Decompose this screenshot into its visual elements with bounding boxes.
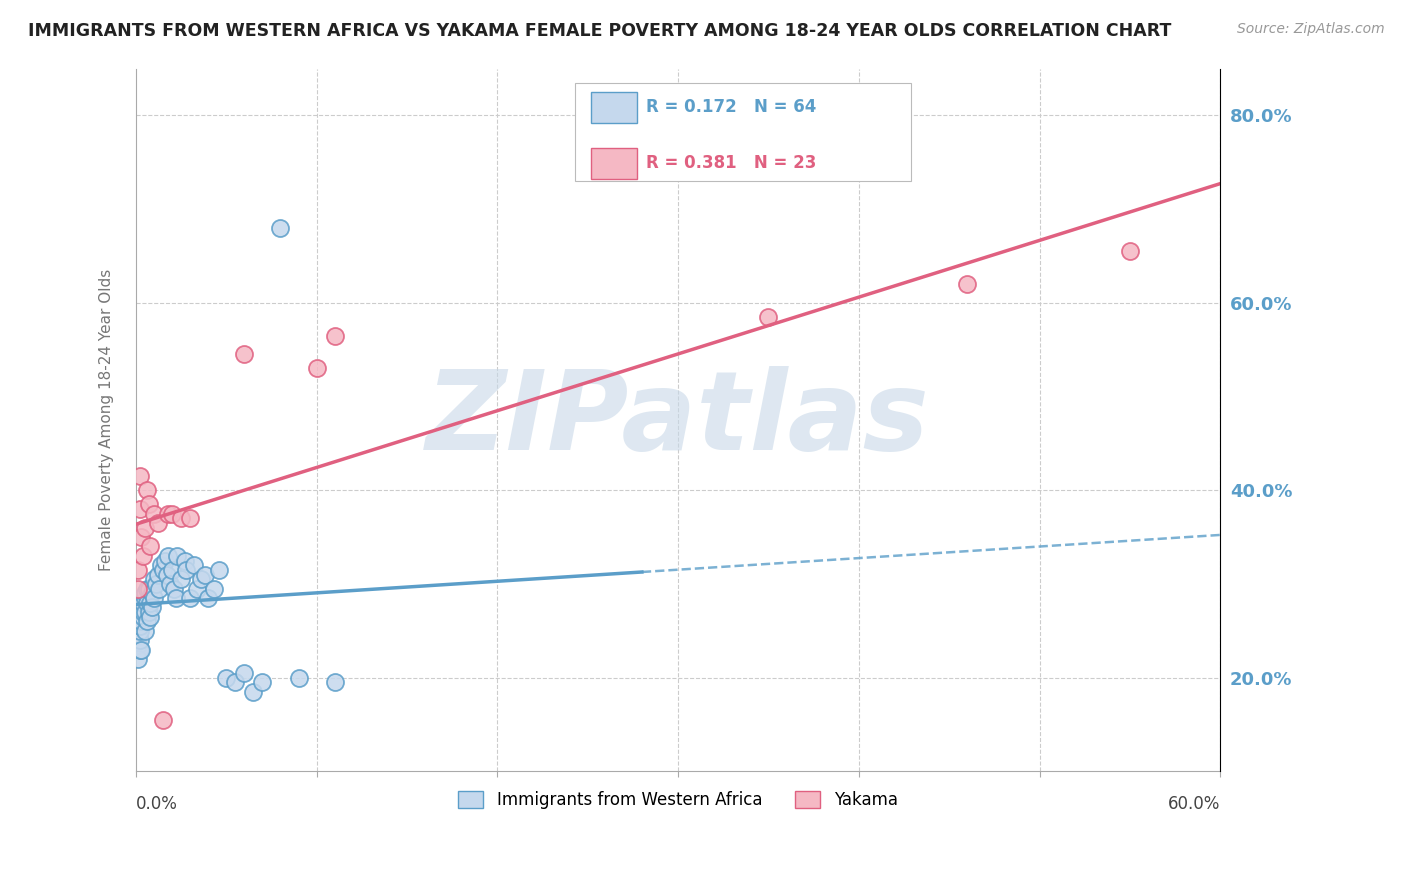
Text: R = 0.381   N = 23: R = 0.381 N = 23 <box>645 154 815 172</box>
Point <box>165 591 187 605</box>
Point <box>139 609 162 624</box>
Point <box>160 507 183 521</box>
Point <box>127 638 149 652</box>
Point <box>160 563 183 577</box>
Point <box>127 619 149 633</box>
Legend: Immigrants from Western Africa, Yakama: Immigrants from Western Africa, Yakama <box>451 784 904 816</box>
Point <box>128 633 150 648</box>
Point <box>141 600 163 615</box>
Point <box>193 567 215 582</box>
Point <box>135 582 157 596</box>
Point <box>305 361 328 376</box>
Point <box>135 596 157 610</box>
Text: IMMIGRANTS FROM WESTERN AFRICA VS YAKAMA FEMALE POVERTY AMONG 18-24 YEAR OLDS CO: IMMIGRANTS FROM WESTERN AFRICA VS YAKAMA… <box>28 22 1171 40</box>
Point <box>127 563 149 577</box>
Point <box>183 558 205 573</box>
Point <box>163 582 186 596</box>
Point <box>131 642 153 657</box>
Point <box>131 591 153 605</box>
Point <box>155 567 177 582</box>
Point <box>170 572 193 586</box>
Point <box>131 615 153 629</box>
Point <box>132 549 155 563</box>
Point <box>131 600 153 615</box>
Text: ZIPatlas: ZIPatlas <box>426 367 929 474</box>
Point <box>132 596 155 610</box>
Point <box>134 624 156 638</box>
Point <box>132 609 155 624</box>
Point <box>173 553 195 567</box>
Point <box>179 591 201 605</box>
Point <box>153 553 176 567</box>
Point <box>150 558 173 573</box>
FancyBboxPatch shape <box>575 83 911 181</box>
Point <box>202 582 225 596</box>
Text: 0.0%: 0.0% <box>136 795 177 813</box>
Point <box>127 582 149 596</box>
Point <box>157 507 180 521</box>
Point <box>127 652 149 666</box>
Point <box>956 277 979 291</box>
Point <box>143 572 166 586</box>
Point <box>208 563 231 577</box>
Point <box>138 582 160 596</box>
Point <box>186 582 208 596</box>
Point <box>127 628 149 642</box>
Y-axis label: Female Poverty Among 18-24 Year Olds: Female Poverty Among 18-24 Year Olds <box>100 268 114 571</box>
Point <box>128 469 150 483</box>
Point <box>152 713 174 727</box>
Point <box>134 586 156 600</box>
Point <box>132 605 155 619</box>
Point <box>128 502 150 516</box>
Point <box>323 675 346 690</box>
Point <box>143 507 166 521</box>
Point <box>287 671 309 685</box>
Point <box>166 549 188 563</box>
Point <box>143 591 166 605</box>
Point <box>190 572 212 586</box>
Text: 60.0%: 60.0% <box>1168 795 1220 813</box>
Text: R = 0.172   N = 64: R = 0.172 N = 64 <box>645 98 815 116</box>
Point <box>179 511 201 525</box>
Point <box>134 591 156 605</box>
Point <box>170 511 193 525</box>
Point <box>758 310 780 324</box>
Point <box>176 563 198 577</box>
Point <box>323 328 346 343</box>
Point <box>135 483 157 498</box>
Point <box>197 591 219 605</box>
Point <box>128 619 150 633</box>
Point <box>224 675 246 690</box>
Point <box>152 563 174 577</box>
Point <box>134 605 156 619</box>
Point <box>1119 244 1142 259</box>
Point <box>233 347 256 361</box>
FancyBboxPatch shape <box>592 148 637 179</box>
Point <box>215 671 238 685</box>
Point <box>148 582 170 596</box>
Point <box>145 577 167 591</box>
Point <box>139 596 162 610</box>
Point <box>128 605 150 619</box>
Text: Source: ZipAtlas.com: Source: ZipAtlas.com <box>1237 22 1385 37</box>
Point <box>269 220 291 235</box>
Point <box>138 605 160 619</box>
Point <box>242 684 264 698</box>
Point <box>157 549 180 563</box>
Point <box>146 567 169 582</box>
Point <box>128 624 150 638</box>
FancyBboxPatch shape <box>592 92 637 122</box>
Point <box>127 609 149 624</box>
Point <box>138 497 160 511</box>
Point <box>252 675 274 690</box>
Point <box>131 530 153 544</box>
Point <box>139 540 162 554</box>
Point <box>146 516 169 530</box>
Point <box>134 521 156 535</box>
Point <box>128 642 150 657</box>
Point <box>159 577 181 591</box>
Point <box>233 665 256 680</box>
Point <box>135 615 157 629</box>
Point <box>141 586 163 600</box>
